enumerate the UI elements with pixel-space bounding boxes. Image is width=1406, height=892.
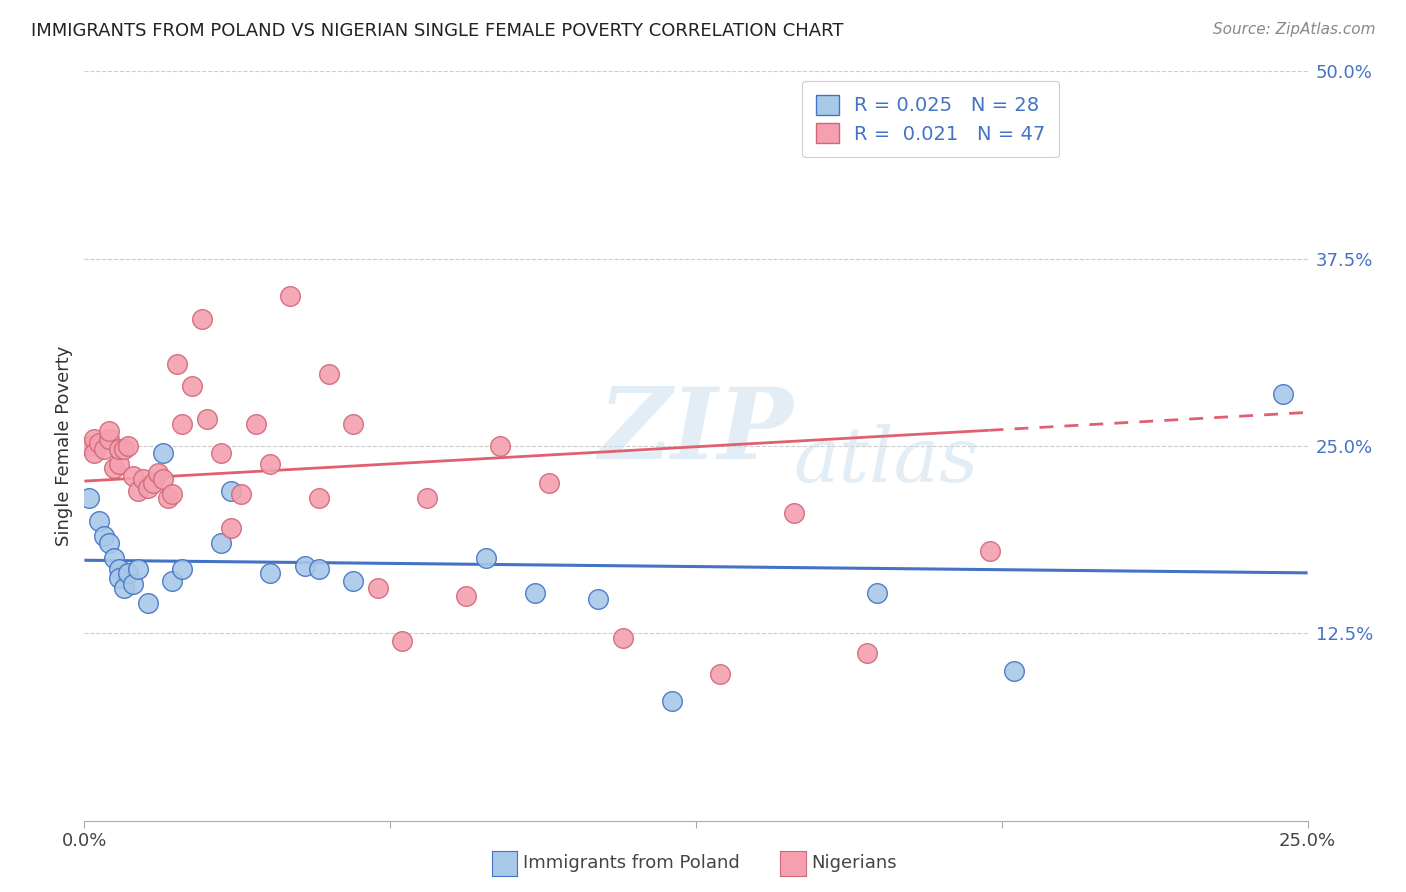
Point: [127, 562, 149, 576]
Point: [195, 412, 218, 426]
Point: [454, 589, 477, 603]
Point: [367, 582, 389, 596]
Point: [308, 562, 330, 576]
Point: [97, 536, 120, 550]
Point: [709, 666, 731, 681]
Point: [156, 491, 179, 506]
Point: [416, 491, 439, 506]
Point: [1002, 664, 1025, 678]
Point: [107, 442, 129, 456]
Point: [586, 591, 609, 606]
Point: [342, 574, 364, 588]
Point: [87, 514, 110, 528]
Point: [112, 442, 135, 456]
Point: [162, 574, 184, 588]
Point: [127, 483, 149, 498]
Point: [152, 472, 174, 486]
Point: [342, 417, 364, 431]
Point: [136, 596, 159, 610]
Point: [83, 446, 105, 460]
Legend: R = 0.025   N = 28, R =  0.021   N = 47: R = 0.025 N = 28, R = 0.021 N = 47: [801, 81, 1059, 157]
Point: [117, 566, 139, 581]
Point: [181, 379, 204, 393]
Text: Nigerians: Nigerians: [811, 855, 897, 872]
Point: [661, 694, 683, 708]
Y-axis label: Single Female Poverty: Single Female Poverty: [55, 346, 73, 546]
Point: [103, 461, 125, 475]
Point: [107, 457, 129, 471]
Point: [294, 558, 316, 573]
Point: [278, 289, 301, 303]
Point: [489, 439, 512, 453]
Point: [229, 487, 252, 501]
Point: [152, 446, 174, 460]
Point: [112, 582, 135, 596]
Point: [107, 562, 129, 576]
Point: [162, 487, 184, 501]
Point: [391, 633, 413, 648]
Point: [117, 439, 139, 453]
Point: [146, 466, 169, 480]
Point: [97, 424, 120, 438]
Point: [136, 481, 159, 495]
Text: ZIP: ZIP: [598, 383, 793, 479]
Point: [93, 529, 115, 543]
Point: [132, 472, 155, 486]
Point: [142, 476, 165, 491]
Point: [122, 469, 145, 483]
Point: [172, 417, 194, 431]
Text: Immigrants from Poland: Immigrants from Poland: [523, 855, 740, 872]
Point: [103, 551, 125, 566]
Point: [93, 442, 115, 456]
Text: Source: ZipAtlas.com: Source: ZipAtlas.com: [1212, 22, 1375, 37]
Point: [259, 457, 281, 471]
Point: [538, 476, 561, 491]
Point: [122, 577, 145, 591]
Point: [612, 631, 634, 645]
Point: [209, 536, 232, 550]
Point: [523, 586, 546, 600]
Point: [77, 439, 100, 453]
Point: [259, 566, 281, 581]
Point: [191, 311, 214, 326]
Text: IMMIGRANTS FROM POLAND VS NIGERIAN SINGLE FEMALE POVERTY CORRELATION CHART: IMMIGRANTS FROM POLAND VS NIGERIAN SINGL…: [31, 22, 844, 40]
Point: [209, 446, 232, 460]
Point: [219, 483, 242, 498]
Point: [474, 551, 496, 566]
Point: [783, 507, 806, 521]
Point: [166, 357, 188, 371]
Point: [1272, 386, 1295, 401]
Point: [245, 417, 267, 431]
Point: [172, 562, 194, 576]
Point: [308, 491, 330, 506]
Point: [97, 432, 120, 446]
Point: [318, 367, 340, 381]
Point: [77, 491, 100, 506]
Point: [83, 432, 105, 446]
Point: [979, 544, 1001, 558]
Point: [87, 436, 110, 450]
Point: [866, 586, 889, 600]
Text: atlas: atlas: [794, 424, 979, 498]
Point: [219, 521, 242, 535]
Point: [856, 646, 879, 660]
Point: [107, 571, 129, 585]
